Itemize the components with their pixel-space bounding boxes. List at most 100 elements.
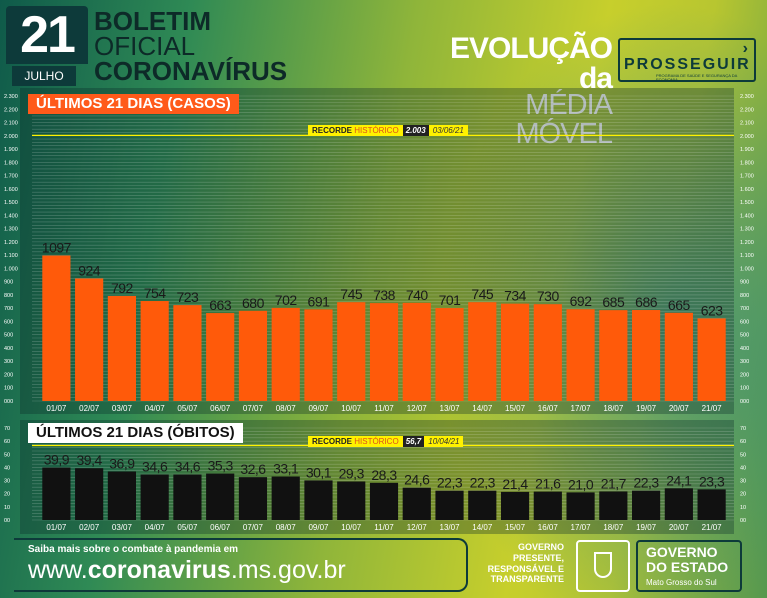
cases-bar <box>140 301 169 401</box>
cases-bar <box>566 309 595 401</box>
cases-ytick-right: 1.500 <box>740 200 754 206</box>
deaths-ytick-right: 10 <box>740 505 746 511</box>
cases-ytick-right: 1.800 <box>740 160 754 166</box>
deaths-category-label: 09/07 <box>308 523 329 532</box>
deaths-record-label-pre: RECORDE <box>312 437 355 446</box>
cases-ytick-left: 1.600 <box>4 187 18 193</box>
cases-ytick-left: 1.200 <box>4 240 18 246</box>
gov-name-1: GOVERNO <box>646 544 718 560</box>
prosseguir-logo: › PROSSEGUIR PROGRAMA DE SAÚDE E SEGURAN… <box>618 38 756 82</box>
cases-category-label: 07/07 <box>243 404 264 413</box>
cases-category-label: 09/07 <box>308 404 329 413</box>
footer-url[interactable]: www.coronavirus.ms.gov.br <box>28 556 346 585</box>
deaths-bar <box>304 480 333 520</box>
deaths-category-label: 04/07 <box>145 523 166 532</box>
gov-state: Mato Grosso do Sul <box>646 577 717 587</box>
deaths-record-badge: RECORDE HISTÓRICO 56,7 10/04/21 <box>308 436 464 447</box>
title-line-1: BOLETIM <box>94 6 211 36</box>
deaths-ytick-right: 70 <box>740 426 746 432</box>
cases-bar <box>664 312 693 401</box>
cases-value-label: 701 <box>439 292 462 308</box>
cases-ytick-left: 500 <box>4 333 13 339</box>
deaths-value-label: 34,6 <box>142 459 168 475</box>
cases-category-label: 17/07 <box>571 404 592 413</box>
cases-ytick-left: 200 <box>4 372 13 378</box>
cases-value-label: 745 <box>340 286 363 302</box>
cases-ytick-right: 600 <box>740 319 749 325</box>
cases-category-label: 04/07 <box>145 404 166 413</box>
deaths-bar <box>435 490 464 520</box>
cases-value-label: 734 <box>504 288 527 304</box>
cases-ytick-right: 1.100 <box>740 253 754 259</box>
cases-ytick-left: 1.100 <box>4 253 18 259</box>
cases-ytick-right: 100 <box>740 386 749 392</box>
deaths-category-label: 19/07 <box>636 523 657 532</box>
cases-bar <box>500 303 530 401</box>
state-crest-icon <box>576 540 630 592</box>
evolution-line-1: EVOLUÇÃO da <box>449 32 613 95</box>
bulletin-title: BOLETIM OFICIAL CORONAVÍRUS <box>94 8 287 84</box>
cases-record-label: RECORDE HISTÓRICO <box>308 125 403 136</box>
deaths-bar <box>238 477 268 520</box>
deaths-category-label: 17/07 <box>571 523 592 532</box>
deaths-value-label: 22,3 <box>470 475 496 491</box>
cases-category-label: 14/07 <box>472 404 493 413</box>
deaths-ytick-right: 20 <box>740 492 746 498</box>
title-line-3: CORONAVÍRUS <box>94 56 288 86</box>
deaths-category-label: 03/07 <box>112 523 133 532</box>
cases-value-label: 663 <box>209 297 232 313</box>
cases-bar <box>533 304 562 401</box>
deaths-category-label: 20/07 <box>669 523 690 532</box>
cases-category-label: 21/07 <box>702 404 723 413</box>
cases-bar <box>435 308 464 401</box>
cases-ytick-right: 400 <box>740 346 749 352</box>
deaths-value-label: 36,9 <box>109 456 135 472</box>
cases-bar <box>206 313 235 401</box>
deaths-section-prefix: ÚLTIMOS <box>36 424 107 441</box>
cases-ytick-right: 1.300 <box>740 227 754 233</box>
deaths-value-label: 22,3 <box>633 475 659 491</box>
deaths-value-label: 28,3 <box>371 467 397 483</box>
cases-category-label: 05/07 <box>177 404 198 413</box>
deaths-category-label: 08/07 <box>276 523 297 532</box>
cases-ytick-right: 2.300 <box>740 94 754 100</box>
cases-category-label: 11/07 <box>374 404 394 413</box>
evolution-line-2: MÉDIA MÓVEL <box>515 89 613 150</box>
cases-ytick-left: 300 <box>4 359 13 365</box>
deaths-ytick-left: 00 <box>4 518 10 524</box>
deaths-category-label: 16/07 <box>538 523 559 532</box>
cases-bar <box>697 318 726 401</box>
deaths-value-label: 35,3 <box>208 458 234 474</box>
title-line-2: OFICIAL <box>94 31 196 61</box>
cases-record-label-pre: RECORDE <box>312 126 355 135</box>
cases-ytick-right: 300 <box>740 359 749 365</box>
deaths-category-label: 01/07 <box>46 523 67 532</box>
deaths-bar <box>664 488 693 520</box>
date-month: JULHO <box>12 66 76 86</box>
cases-ytick-left: 2.300 <box>4 94 18 100</box>
cases-value-label: 686 <box>635 294 658 310</box>
cases-ytick-left: 1.900 <box>4 147 18 153</box>
cases-record-value: 2.003 <box>402 125 429 136</box>
deaths-ytick-left: 40 <box>4 465 10 471</box>
cases-category-label: 13/07 <box>440 404 461 413</box>
deaths-bar <box>402 487 431 520</box>
cases-ytick-right: 2.100 <box>740 121 754 127</box>
cases-category-label: 12/07 <box>407 404 428 413</box>
deaths-bar <box>533 491 562 520</box>
url-post: .ms.gov.br <box>230 556 346 584</box>
cases-ytick-right: 1.900 <box>740 147 754 153</box>
deaths-value-label: 32,6 <box>240 461 266 477</box>
deaths-category-label: 06/07 <box>210 523 231 532</box>
deaths-value-label: 23,3 <box>699 473 725 489</box>
gov-slogan-1: GOVERNO <box>517 542 564 552</box>
deaths-value-label: 34,6 <box>175 459 201 475</box>
cases-section-suffix: (CASOS) <box>163 95 231 112</box>
gov-slogan-2: PRESENTE, <box>512 552 564 563</box>
deaths-record-label-em: HISTÓRICO <box>354 437 399 446</box>
deaths-bar <box>140 474 169 520</box>
deaths-value-label: 39,9 <box>44 452 70 468</box>
gov-logo: GOVERNO DO ESTADO Mato Grosso do Sul <box>636 540 742 592</box>
cases-ytick-left: 400 <box>4 346 13 352</box>
cases-ytick-right: 000 <box>740 399 749 405</box>
